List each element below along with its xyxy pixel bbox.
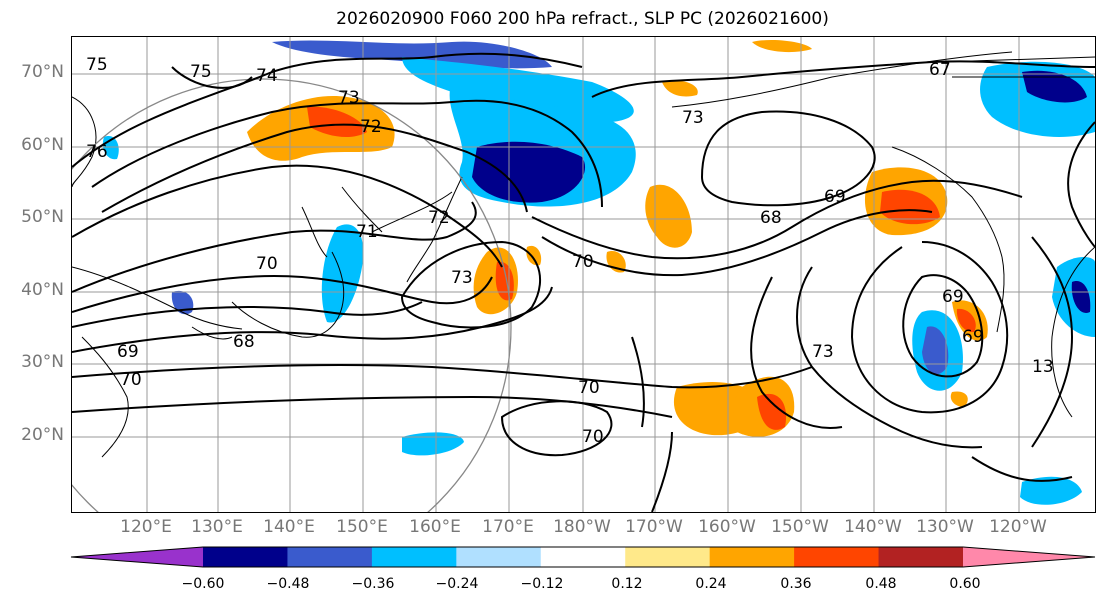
colorbar-segment bbox=[625, 547, 711, 567]
colorbar-segment bbox=[878, 547, 964, 567]
lat-label-70n: 70°N bbox=[21, 62, 64, 82]
positive-anomaly-area bbox=[757, 393, 787, 430]
contour-label: 69 bbox=[824, 187, 846, 207]
colorbar-outline bbox=[70, 546, 1096, 568]
contour-label: 69 bbox=[117, 342, 139, 362]
positive-anomaly-area bbox=[307, 106, 367, 138]
negative-anomaly-area bbox=[402, 432, 464, 456]
colorbar-segment bbox=[371, 547, 457, 567]
negative-anomaly-area bbox=[1022, 70, 1087, 103]
lon-label-160e: 160°E bbox=[409, 517, 461, 537]
contour-label: 72 bbox=[428, 208, 450, 228]
contour-label: 69 bbox=[962, 327, 984, 347]
lon-label-130e: 130°E bbox=[191, 517, 243, 537]
colorbar-segment bbox=[963, 547, 1095, 567]
lat-label-20n: 20°N bbox=[21, 425, 64, 445]
colorbar-segment bbox=[709, 547, 795, 567]
colorbar-segment bbox=[287, 547, 373, 567]
contour-label: 73 bbox=[812, 342, 834, 362]
negative-anomaly-area bbox=[472, 141, 586, 203]
lat-label-40n: 40°N bbox=[21, 280, 64, 300]
contour-label: 72 bbox=[360, 117, 382, 137]
colorbar bbox=[70, 546, 1096, 568]
positive-anomaly-area bbox=[752, 39, 812, 53]
colorbar-segment bbox=[540, 547, 626, 567]
positive-anomaly-area bbox=[956, 308, 976, 333]
colorbar-segment bbox=[794, 547, 880, 567]
colorbar-tick: 0.60 bbox=[949, 576, 981, 592]
contour-label: 70 bbox=[578, 378, 600, 398]
lon-label-130w: 130°W bbox=[916, 517, 974, 537]
contour-label: 68 bbox=[760, 208, 782, 228]
contour-label: 68 bbox=[233, 332, 255, 352]
lon-label-170w: 170°W bbox=[625, 517, 683, 537]
lon-label-150w: 150°W bbox=[771, 517, 829, 537]
colorbar-tick: 0.12 bbox=[611, 576, 643, 592]
contour-label: 73 bbox=[682, 108, 704, 128]
colorbar-tick: −0.12 bbox=[520, 576, 564, 592]
contour-label: 73 bbox=[451, 268, 473, 288]
lon-label-150e: 150°E bbox=[336, 517, 388, 537]
positive-anomaly-area bbox=[645, 184, 692, 248]
contour-label: 13 bbox=[1032, 357, 1054, 377]
colorbar-tick: 0.36 bbox=[780, 576, 812, 592]
colorbar-tick: −0.60 bbox=[181, 576, 225, 592]
colorbar-segment bbox=[71, 547, 203, 567]
contour-label: 73 bbox=[338, 88, 360, 108]
contour-label-layer: 75 74 73 72 75 76 70 72 71 73 69 70 68 6… bbox=[86, 55, 1054, 447]
negative-anomaly-area bbox=[272, 40, 552, 69]
negative-anomaly-area bbox=[922, 326, 949, 375]
contour-label: 70 bbox=[582, 427, 604, 447]
lon-label-180w: 180°W bbox=[553, 517, 611, 537]
contour-lines bbox=[72, 52, 1095, 512]
lon-label-170e: 170°E bbox=[482, 517, 534, 537]
lat-label-50n: 50°N bbox=[21, 207, 64, 227]
colorbar-tick: −0.36 bbox=[351, 576, 395, 592]
lat-label-30n: 30°N bbox=[21, 352, 64, 372]
contour-label: 69 bbox=[942, 287, 964, 307]
positive-anomaly-area bbox=[950, 391, 968, 407]
contour-label: 75 bbox=[86, 55, 108, 75]
map-title: 2026020900 F060 200 hPa refract., SLP PC… bbox=[336, 9, 829, 29]
anomaly-fill-layer bbox=[102, 39, 1095, 505]
colorbar-tick: −0.24 bbox=[435, 576, 479, 592]
lat-label-60n: 60°N bbox=[21, 135, 64, 155]
lon-label-140e: 140°E bbox=[263, 517, 315, 537]
negative-anomaly-area bbox=[1020, 476, 1082, 505]
map-panel: 75 74 73 72 75 76 70 72 71 73 69 70 68 6… bbox=[71, 36, 1096, 513]
positive-anomaly-area bbox=[526, 245, 542, 266]
colorbar-tick: 0.24 bbox=[695, 576, 727, 592]
lon-label-140w: 140°W bbox=[844, 517, 902, 537]
contour-label: 75 bbox=[190, 62, 212, 82]
colorbar-tick: −0.48 bbox=[266, 576, 310, 592]
negative-anomaly-area bbox=[321, 224, 364, 323]
colorbar-tick: 0.48 bbox=[865, 576, 897, 592]
colorbar-segment bbox=[456, 547, 542, 567]
contour-label: 67 bbox=[929, 60, 951, 80]
contour-label: 71 bbox=[356, 222, 378, 242]
contour-label: 74 bbox=[256, 66, 278, 86]
negative-anomaly-area bbox=[171, 290, 194, 315]
contour-label: 70 bbox=[120, 370, 142, 390]
contour-label: 70 bbox=[572, 252, 594, 272]
contour-label: 76 bbox=[86, 142, 108, 162]
reference-circle bbox=[72, 78, 512, 512]
positive-anomaly-area bbox=[662, 80, 698, 97]
positive-anomaly-area bbox=[880, 189, 940, 225]
negative-anomaly-area bbox=[1071, 281, 1091, 313]
lon-label-120e: 120°E bbox=[120, 517, 172, 537]
negative-anomaly-area bbox=[402, 57, 634, 122]
lon-label-120w: 120°W bbox=[989, 517, 1047, 537]
contour-label: 70 bbox=[256, 254, 278, 274]
lon-label-160w: 160°W bbox=[698, 517, 756, 537]
map-canvas: 75 74 73 72 75 76 70 72 71 73 69 70 68 6… bbox=[72, 37, 1095, 512]
colorbar-segment bbox=[203, 547, 288, 567]
